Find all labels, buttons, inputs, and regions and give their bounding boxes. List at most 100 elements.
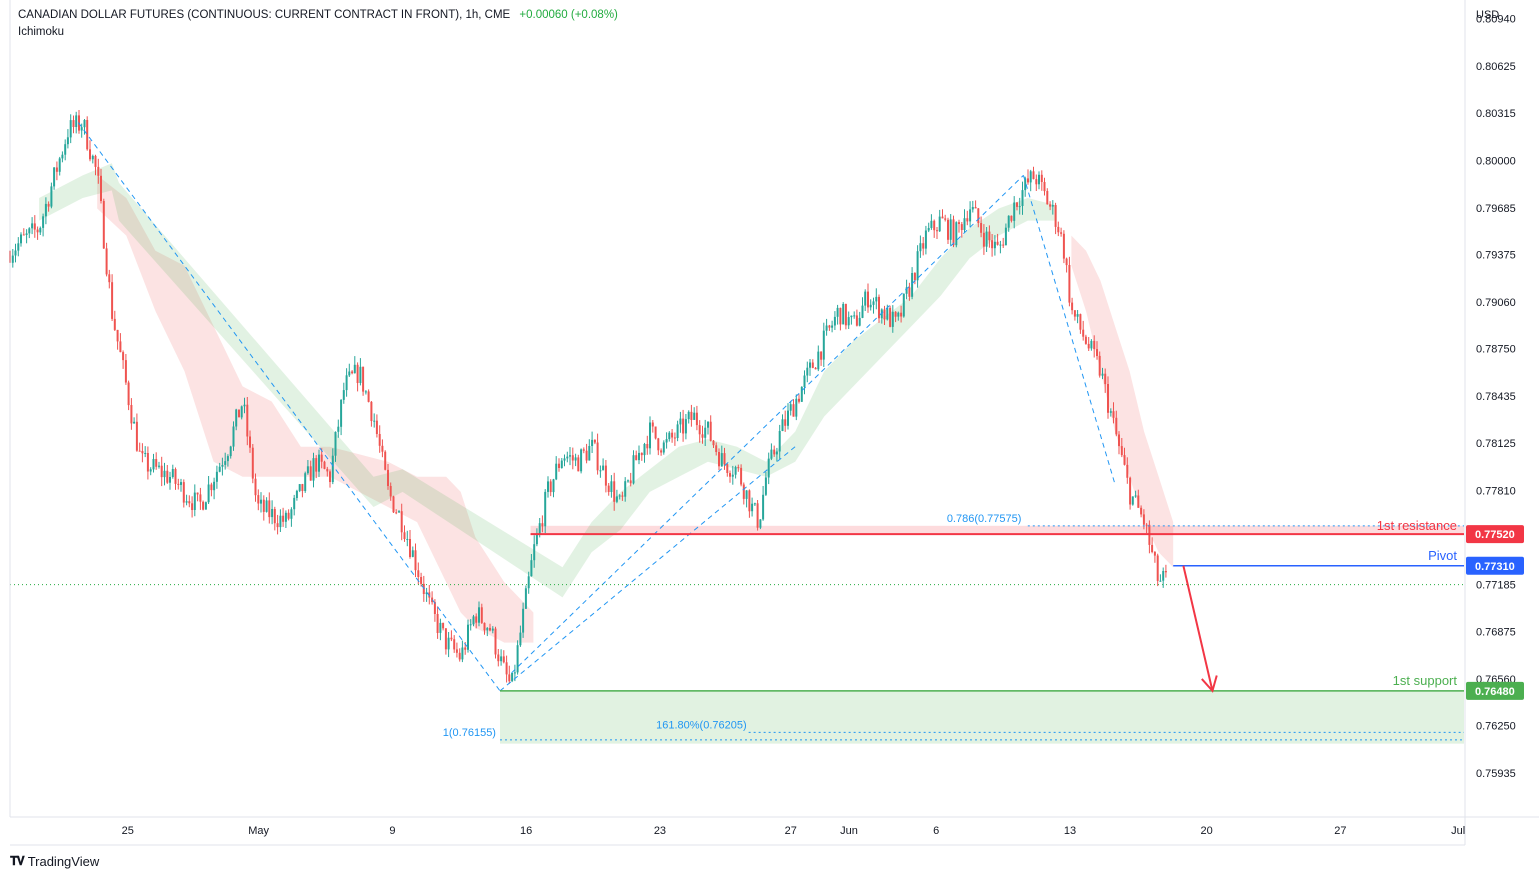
resistance-zone [530,525,1464,535]
candle-body [905,287,908,294]
candle-body [298,484,301,491]
candle-body [770,449,773,459]
candle-body [1126,464,1129,478]
candle-body [232,426,235,447]
candle-body [775,451,778,455]
candle-body [1151,545,1154,552]
candle-body [1118,434,1120,447]
candle-body [900,312,903,317]
candle-body [767,458,770,478]
candle-body [886,307,889,320]
candle-body [204,502,207,510]
candle-body [502,656,505,663]
candle-body [891,311,894,327]
candle-body [1162,571,1165,581]
candle-body [1090,340,1093,349]
candle-body [596,442,599,471]
candle-body [185,501,188,503]
candle-body [640,452,643,456]
candle-body [651,422,654,427]
candle-body [398,511,400,513]
candle-body [433,602,436,614]
candle-body [715,445,718,452]
candle-body [991,240,994,249]
candle-body [574,457,577,461]
candle-body [922,243,925,249]
candle-body [450,637,453,640]
candle-body [963,218,966,230]
ichimoku-cloud-bearish [97,175,534,643]
candle-body [878,296,880,319]
candle-body [417,570,420,577]
candle-body [695,412,698,426]
candle-body [803,375,806,387]
candle-body [1153,552,1156,556]
candle-body [1068,265,1071,303]
candle-body [400,511,403,533]
candle-body [585,450,588,461]
candle-body [1073,310,1076,317]
indicator-label[interactable]: Ichimoku [18,26,65,38]
candle-body [800,387,803,402]
candle-body [723,453,726,465]
candle-body [558,463,560,468]
candle-body [549,481,552,493]
candle-body [842,304,845,325]
candle-body [720,453,723,467]
candle-body [1057,226,1060,233]
candle-body [174,469,177,484]
candle-body [210,484,213,491]
candle-body [464,647,467,650]
candle-body [792,404,795,417]
candle-body [1087,343,1090,349]
candle-body [511,673,514,682]
candle-body [880,309,883,319]
candle-body [127,382,130,406]
candle-body [809,362,811,368]
candle-body [171,469,174,477]
symbol-title[interactable]: CANADIAN DOLLAR FUTURES (CONTINUOUS: CUR… [18,9,511,21]
candle-body [982,232,985,247]
candle-body [480,607,483,623]
candle-body [483,622,486,631]
candle-body [353,364,356,374]
candle-body [729,473,731,477]
candle-body [604,465,607,486]
candle-body [1043,182,1046,192]
brand[interactable]: 𝐓𝐕 TradingView [10,854,99,869]
candle-body [1027,178,1029,183]
candle-body [100,175,102,201]
candle-body [593,439,596,443]
candle-body [712,440,715,446]
candle-body [690,411,693,420]
pivot-badge [1466,556,1524,575]
candle-body [861,305,864,318]
candle-body [53,167,56,187]
candle-body [627,480,629,482]
candle-body [974,207,977,209]
time-tick-label: 20 [1201,825,1213,837]
candle-body [370,401,373,421]
price-tick-label: 0.78435 [1476,391,1516,403]
candle-body [191,503,194,510]
candle-body [359,366,362,383]
candle-body [273,509,276,524]
price-tick-label: 0.75935 [1476,768,1516,780]
candle-body [213,481,216,491]
candle-body [996,241,999,245]
candle-body [988,231,991,241]
candle-body [80,127,83,131]
candle-body [469,624,472,626]
candle-body [855,315,858,326]
candle-body [345,375,348,391]
candle-body [323,461,326,469]
candle-body [249,436,251,448]
candle-body [320,454,323,462]
candle-body [14,250,17,256]
candle-body [798,398,800,402]
price-tick-label: 0.77810 [1476,485,1516,497]
candle-body [1016,202,1018,207]
candle-body [839,307,842,325]
candle-body [960,224,963,230]
